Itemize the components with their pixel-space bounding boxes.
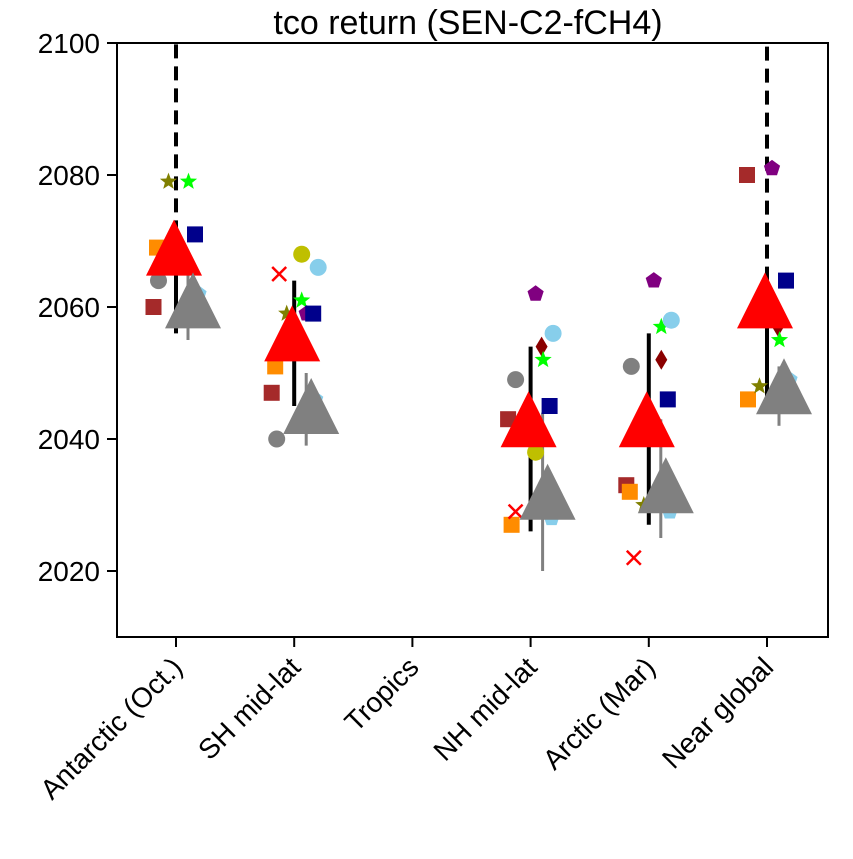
data-point-square (305, 305, 322, 322)
mean-marker-gray (283, 378, 340, 434)
x-marker-stroke (271, 266, 288, 282)
data-point-square (145, 299, 162, 315)
data-point-star (293, 291, 311, 308)
data-point-x (271, 266, 288, 282)
data-point-square (187, 226, 203, 243)
x-tick-label: Arctic (Mar) (537, 651, 661, 775)
data-point-star (159, 172, 178, 189)
x-tick-label: Near global (656, 651, 779, 774)
data-point-x (625, 549, 642, 566)
data-point-x (507, 503, 524, 520)
data-point-circle (507, 371, 525, 389)
data-point-pentagon (527, 285, 544, 301)
mean-marker-red (618, 391, 675, 448)
x-tick-label: Tropics (339, 651, 425, 737)
data-point-pentagon (763, 159, 781, 176)
y-tick-label: 2060 (38, 292, 100, 323)
data-point-circle (150, 272, 167, 290)
data-point-circle (527, 443, 545, 461)
x-tick-label: NH mid-lat (427, 651, 543, 767)
data-point-star (278, 304, 296, 321)
data-point-square (500, 411, 517, 428)
mean-marker-gray (519, 463, 576, 520)
data-point-circle (293, 245, 311, 263)
data-point-star (750, 377, 769, 394)
mean-marker-red (146, 219, 202, 276)
data-point-diamond (535, 336, 548, 357)
mean-marker-red (500, 391, 557, 448)
mean-marker-gray (756, 358, 812, 415)
mean-marker-gray (165, 272, 221, 329)
x-tick-label: SH mid-lat (192, 651, 306, 765)
data-point-circle (544, 324, 562, 342)
data-point-square (621, 483, 638, 500)
data-point-pentagon (645, 272, 662, 288)
y-tick-label: 2040 (38, 424, 100, 455)
x-axis: Antarctic (Oct.) SH mid-lat Tropics NH mid-… (34, 637, 779, 805)
mean-marker-red (264, 305, 321, 362)
plot-frame (116, 42, 829, 638)
data-point-circle (662, 311, 680, 329)
data-point-star (534, 350, 552, 368)
data-point-square (778, 272, 794, 289)
x-tick-label: Antarctic (Oct.) (34, 651, 188, 805)
data-point-square (659, 391, 676, 408)
data-point-diamond (655, 349, 668, 370)
data-point-square (263, 384, 280, 401)
y-tick-label: 2080 (38, 160, 100, 191)
y-tick-label: 2020 (38, 556, 100, 587)
y-axis: 2020 2040 2060 2080 2100 (38, 28, 117, 587)
x-marker-stroke (625, 549, 642, 566)
data-point-square (541, 398, 558, 414)
data-point-circle (622, 357, 640, 375)
data-point-star (179, 172, 198, 189)
y-tick-label: 2100 (38, 28, 100, 59)
data-point-square (503, 516, 520, 533)
data-point-circle (309, 258, 327, 276)
data-point-square (739, 167, 755, 183)
x-marker-stroke (507, 503, 524, 520)
data-point-star (652, 317, 670, 335)
plot-area (145, 43, 812, 571)
chart-title: tco return (SEN-C2-fCH4) (273, 4, 662, 42)
data-point-square (740, 391, 756, 408)
mean-marker-gray (637, 457, 694, 514)
data-point-square (267, 358, 284, 375)
data-point-star (770, 331, 789, 348)
data-point-circle (268, 430, 286, 448)
mean-marker-red (737, 272, 793, 329)
